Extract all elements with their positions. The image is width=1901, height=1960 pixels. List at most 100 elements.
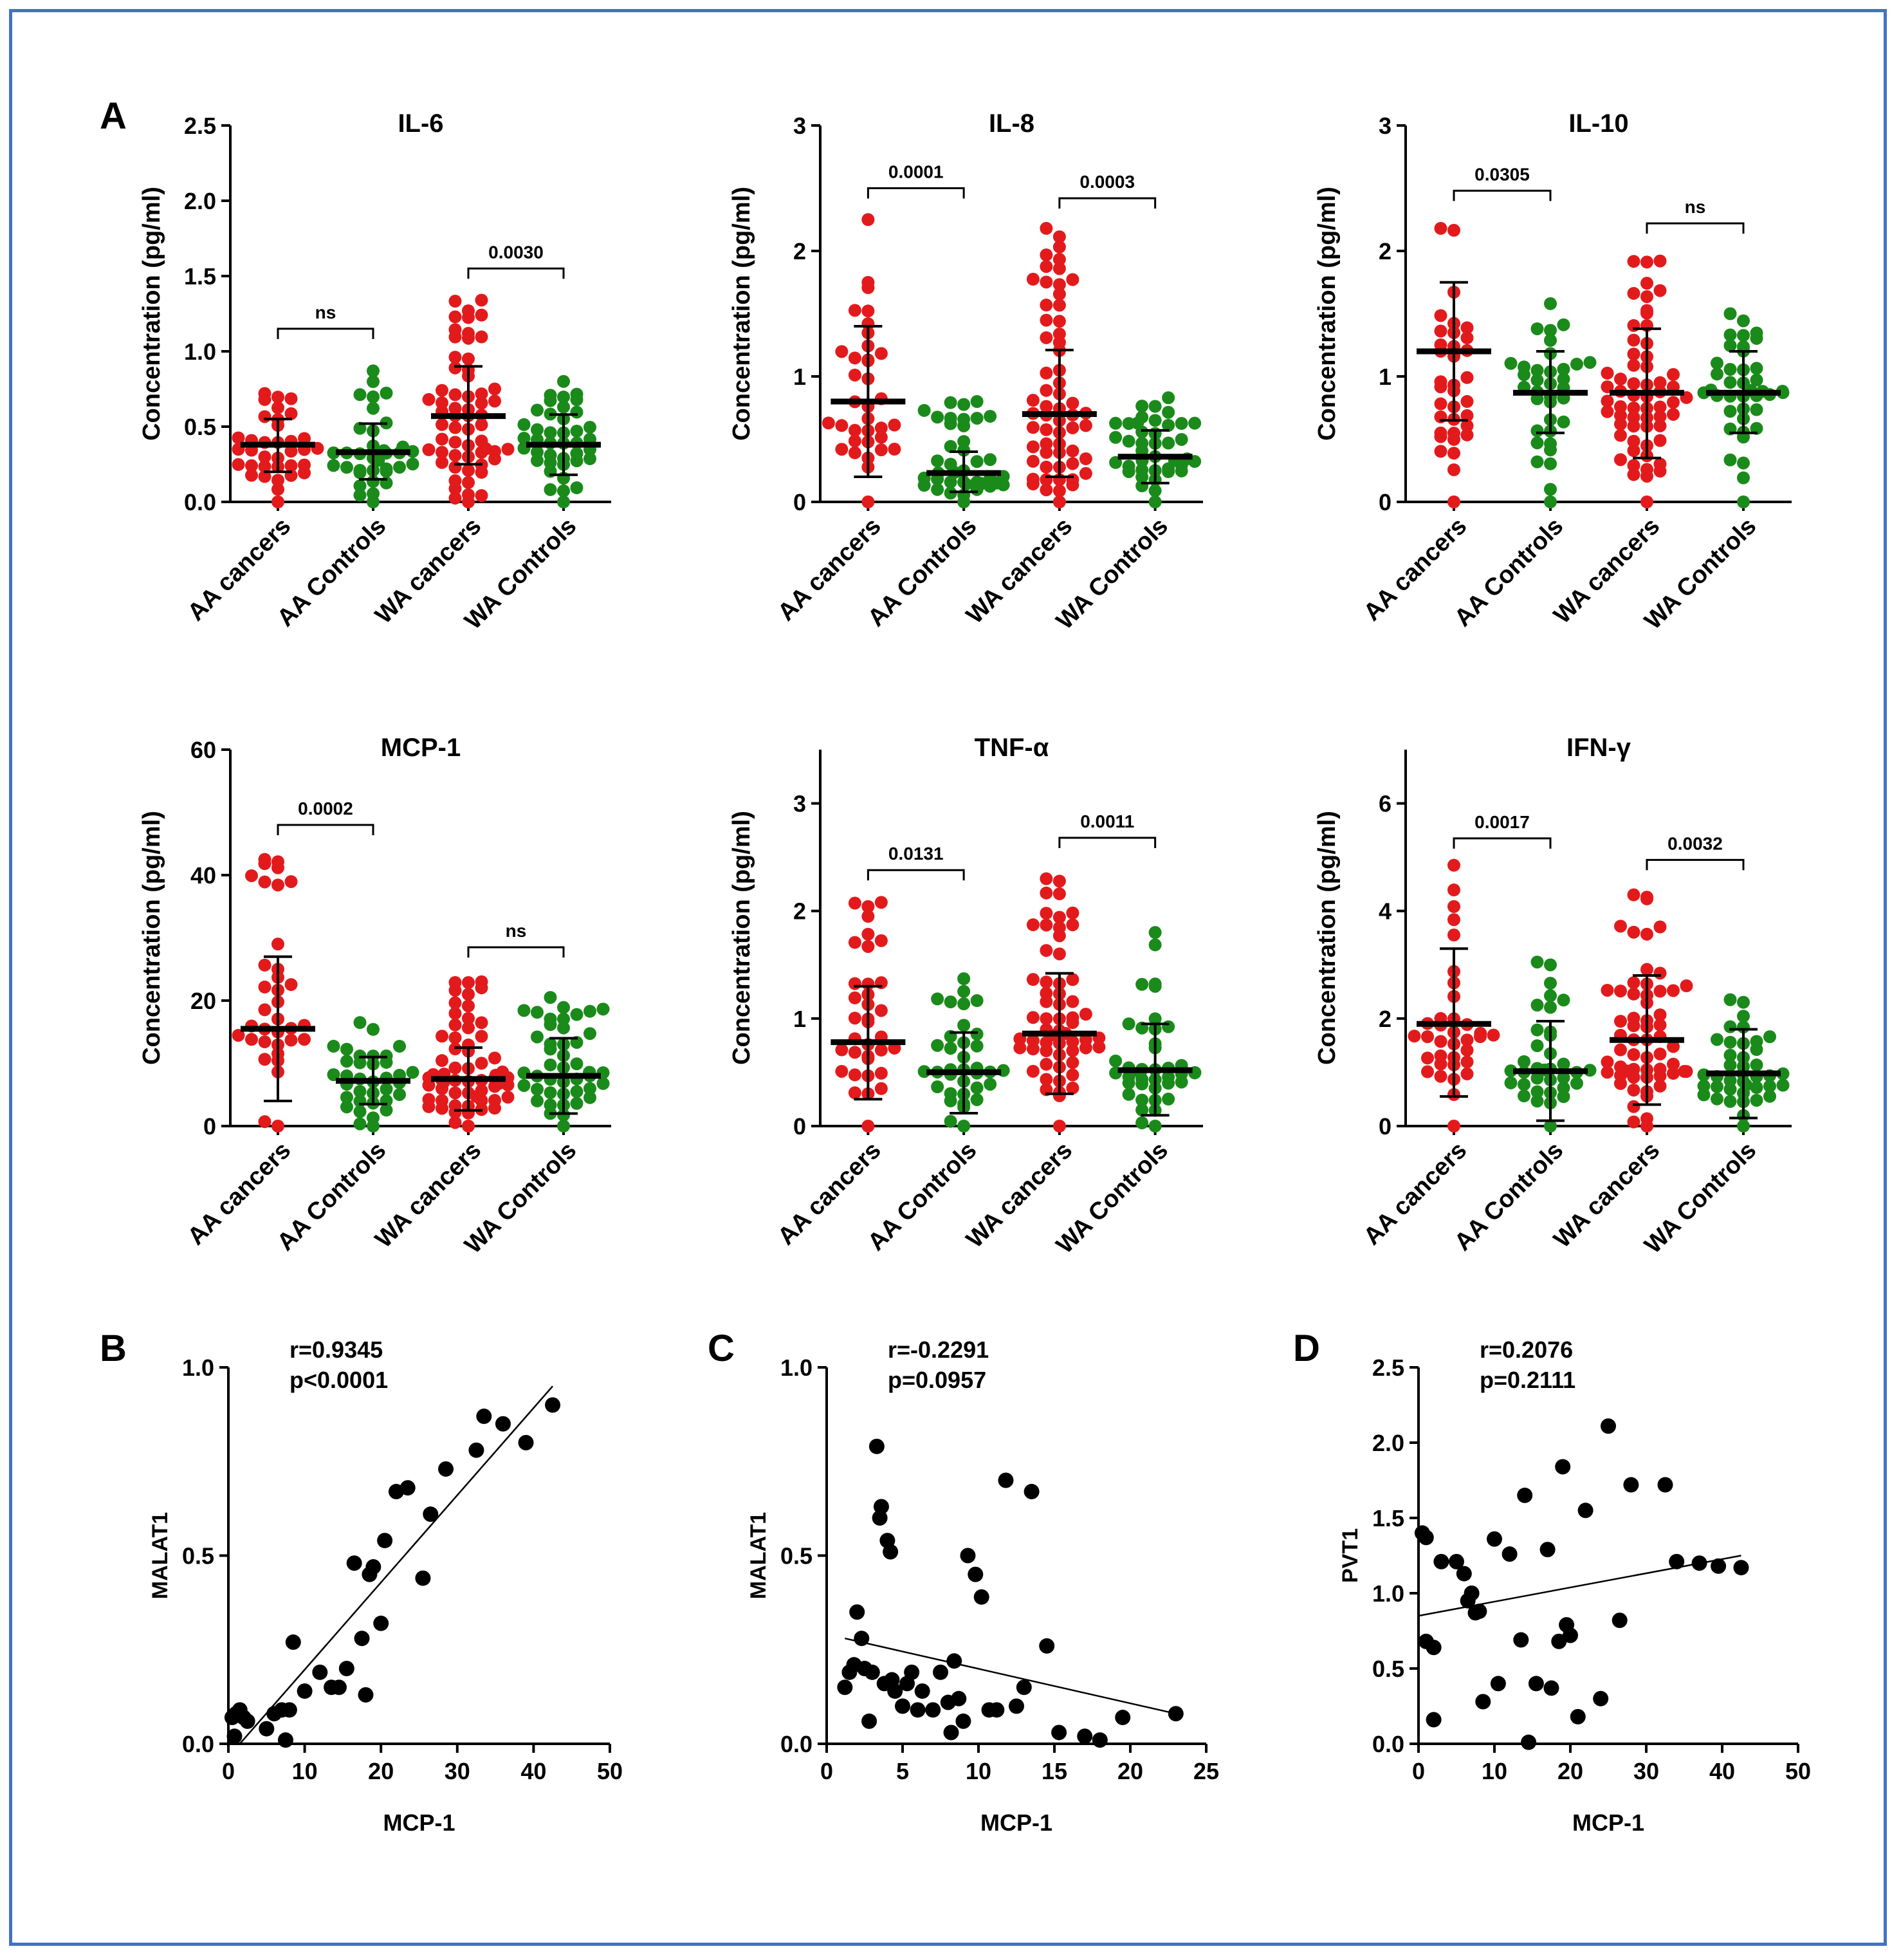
y-tick-label: 2.5 [1372,1354,1404,1381]
data-point [475,387,488,401]
data-point [258,875,271,889]
data-point [1627,402,1640,415]
y-tick-label: 1.0 [184,338,216,365]
data-point [570,387,583,401]
data-point [557,400,570,414]
data-point [475,1084,488,1097]
data-point [436,445,448,459]
data-point [861,1120,875,1133]
data-point [1653,1018,1667,1031]
data-point [1135,411,1149,424]
x-tick-label: 30 [1633,1758,1659,1784]
data-point [570,447,583,460]
data-point [367,1111,380,1125]
comparison-bracket [467,267,565,279]
data-point [271,878,284,892]
data-point [1052,253,1066,266]
data-point [380,1082,393,1096]
data-point [1614,920,1627,933]
data-point [1530,1085,1544,1098]
data-point [1667,1067,1680,1080]
data-point [448,1006,462,1020]
y-tick-label: 60 [190,737,216,763]
data-point [861,927,875,941]
data-point [848,991,861,1004]
chart-title: IL-10 [1568,109,1628,138]
data-point [1750,373,1763,387]
data-point [1521,1734,1537,1750]
data-point [1544,989,1557,1003]
data-point [1460,1033,1474,1047]
data-point [1640,1112,1653,1125]
data-point [258,450,271,464]
regression-line [239,1385,553,1744]
data-point [1653,434,1667,447]
data-point [1447,495,1460,508]
data-point [475,330,488,344]
data-point [557,374,570,388]
data-point [1122,1070,1135,1084]
data-point [518,1435,534,1450]
data-point [1653,985,1667,998]
data-point [1640,891,1653,904]
data-point [1530,424,1544,438]
data-point [1066,273,1079,286]
data-point [1447,447,1460,460]
data-point [874,1004,888,1017]
data-point [1601,405,1614,418]
y-tick-label: 1 [793,1006,806,1032]
data-point [1040,483,1053,497]
data-point [258,410,271,423]
data-point [1723,1020,1737,1033]
data-point [957,412,971,426]
data-point [1627,1115,1640,1129]
y-tick-label: 1 [793,364,806,390]
data-point [1504,356,1518,370]
data-point [1544,324,1557,337]
data-point [1456,1566,1472,1582]
data-point [1614,1060,1627,1074]
data-point [1653,284,1667,297]
x-tick-label: 40 [1709,1758,1735,1784]
data-point [380,1104,393,1117]
data-point [1052,262,1066,275]
data-point [367,487,380,501]
data-point [848,977,861,990]
y-tick-label: 0 [1379,1113,1391,1140]
data-point [284,978,298,992]
data-point [1421,1030,1434,1044]
data-point [448,1031,462,1044]
data-point [1066,473,1079,486]
data-point [1557,1057,1570,1071]
x-tick-label: 0 [222,1758,235,1784]
data-point [1614,1015,1627,1028]
correlation-p: p=0.0957 [888,1367,986,1393]
data-point [1640,290,1653,304]
data-point [1667,984,1680,997]
data-point [367,375,380,389]
data-point [1601,394,1614,408]
data-point [488,394,501,408]
data-point [910,1702,926,1718]
data-point [557,1012,570,1026]
data-point [1601,1418,1616,1434]
data-point [1426,1712,1442,1728]
x-tick-label: 25 [1193,1758,1219,1784]
data-point [258,1115,271,1129]
data-point [245,869,258,882]
data-point [1530,956,1544,969]
data-point [1460,419,1474,432]
data-point [1627,976,1640,990]
data-point [1653,1079,1667,1093]
data-point [888,443,901,456]
data-point [970,1093,984,1106]
data-point [1052,887,1066,901]
data-point [1657,1477,1673,1493]
data-point [861,900,875,913]
data-point [1135,436,1149,450]
data-point [475,308,488,322]
data-point [1460,331,1474,345]
data-point [1040,872,1053,885]
data-point [1640,495,1653,508]
